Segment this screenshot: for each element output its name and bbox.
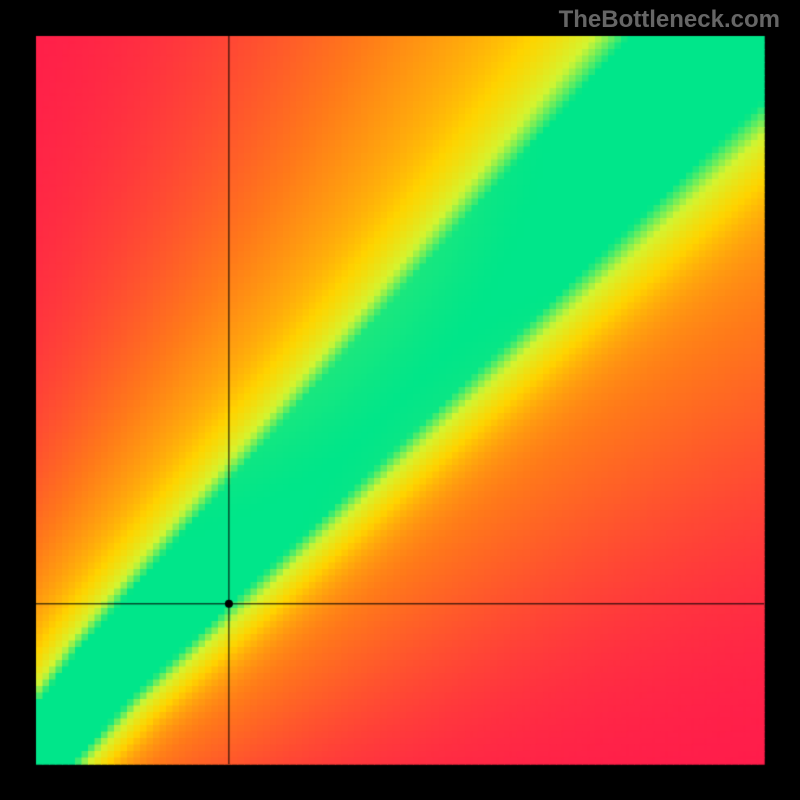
plot-container: TheBottleneck.com	[0, 0, 800, 800]
watermark-text: TheBottleneck.com	[559, 6, 780, 34]
heatmap-canvas	[0, 0, 800, 800]
